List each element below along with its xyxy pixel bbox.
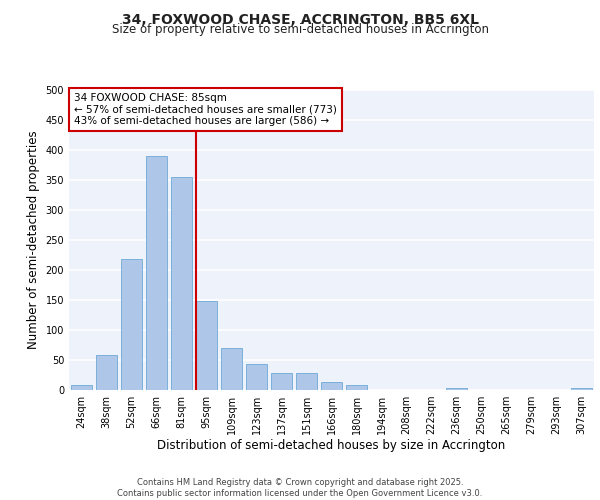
Bar xyxy=(71,385,92,390)
Bar xyxy=(446,388,467,390)
Bar xyxy=(146,156,167,390)
Bar xyxy=(196,301,217,390)
Bar xyxy=(246,364,267,390)
Bar xyxy=(271,372,292,390)
Bar xyxy=(346,384,367,390)
Bar xyxy=(571,388,592,390)
Bar xyxy=(321,382,342,390)
Bar xyxy=(296,372,317,390)
Bar xyxy=(171,177,192,390)
Bar xyxy=(221,348,242,390)
Bar xyxy=(121,259,142,390)
Text: 34 FOXWOOD CHASE: 85sqm
← 57% of semi-detached houses are smaller (773)
43% of s: 34 FOXWOOD CHASE: 85sqm ← 57% of semi-de… xyxy=(74,93,337,126)
Bar xyxy=(96,355,117,390)
X-axis label: Distribution of semi-detached houses by size in Accrington: Distribution of semi-detached houses by … xyxy=(157,438,506,452)
Text: Contains HM Land Registry data © Crown copyright and database right 2025.
Contai: Contains HM Land Registry data © Crown c… xyxy=(118,478,482,498)
Text: Size of property relative to semi-detached houses in Accrington: Size of property relative to semi-detach… xyxy=(112,22,488,36)
Y-axis label: Number of semi-detached properties: Number of semi-detached properties xyxy=(27,130,40,350)
Text: 34, FOXWOOD CHASE, ACCRINGTON, BB5 6XL: 34, FOXWOOD CHASE, ACCRINGTON, BB5 6XL xyxy=(121,12,479,26)
